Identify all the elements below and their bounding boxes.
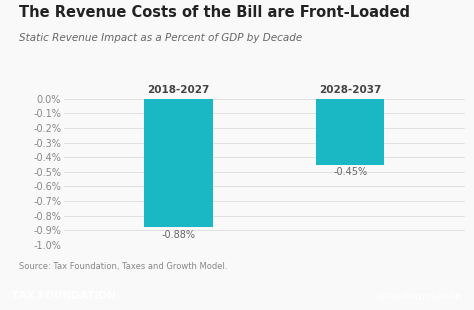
Text: 2018-2027: 2018-2027 [147,85,210,95]
Text: TAX FOUNDATION: TAX FOUNDATION [12,291,116,301]
Text: Source: Tax Foundation, Taxes and Growth Model.: Source: Tax Foundation, Taxes and Growth… [19,262,228,271]
Text: The Revenue Costs of the Bill are Front-Loaded: The Revenue Costs of the Bill are Front-… [19,5,410,20]
Text: -0.88%: -0.88% [162,230,195,240]
Text: -0.45%: -0.45% [333,167,367,177]
Text: @TaxFoundation: @TaxFoundation [376,291,462,301]
Bar [144,99,213,227]
Bar [316,99,384,165]
Text: 2028-2037: 2028-2037 [319,85,381,95]
Text: Static Revenue Impact as a Percent of GDP by Decade: Static Revenue Impact as a Percent of GD… [19,33,302,42]
